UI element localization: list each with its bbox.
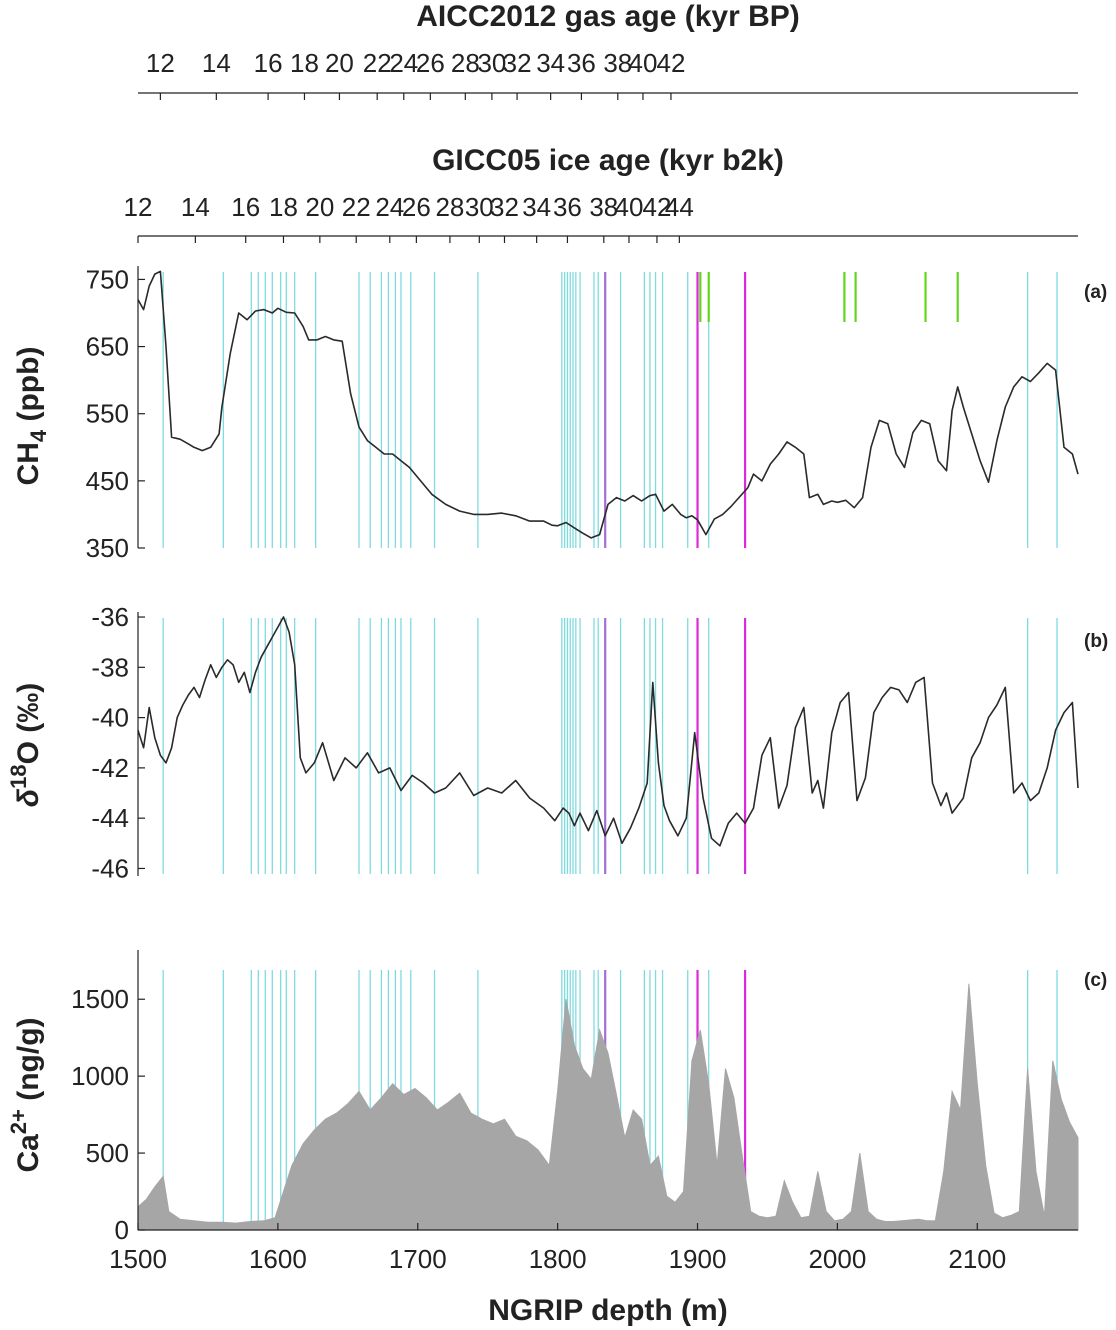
panel-a-ylabel: CH4 (ppb) bbox=[12, 347, 51, 486]
ch4-y-tick-label: 550 bbox=[86, 399, 129, 429]
panel-b-label: (b) bbox=[1084, 631, 1108, 652]
ice-age-tick-label: 34 bbox=[522, 192, 551, 222]
ice-age-tick-label: 24 bbox=[375, 192, 404, 222]
d18o-y-tick-label: -42 bbox=[91, 753, 129, 783]
panel-b-ylabel: δ18O (‰) bbox=[6, 683, 45, 807]
bottom-axis-depth-title: NGRIP depth (m) bbox=[488, 1294, 727, 1327]
depth-tick-label: 1500 bbox=[109, 1244, 167, 1274]
gas-age-tick-label: 30 bbox=[477, 48, 506, 78]
gas-age-tick-label: 14 bbox=[202, 48, 231, 78]
ice-age-tick-label: 12 bbox=[124, 192, 153, 222]
gas-age-tick-label: 24 bbox=[389, 48, 418, 78]
gas-age-tick-label: 36 bbox=[567, 48, 596, 78]
ice-age-tick-label: 14 bbox=[181, 192, 210, 222]
top-axis-ice-age-title: GICC05 ice age (kyr b2k) bbox=[432, 144, 784, 177]
ch4-y-tick-label: 450 bbox=[86, 466, 129, 496]
d18o-y-tick-label: -46 bbox=[91, 853, 129, 883]
gas-age-tick-label: 22 bbox=[363, 48, 392, 78]
panel-c-ylabel: Ca2+ (ng/g) bbox=[6, 1017, 45, 1172]
ch4-event-markers bbox=[162, 272, 1058, 548]
top-axis-ice-age: GICC05 ice age (kyr b2k) 12 14 16 18 20 22 242… bbox=[124, 144, 1078, 243]
d18o-y-tick-label: -36 bbox=[91, 602, 129, 632]
panel-a-methane: (a) CH4 (ppb) 750 650 550 450 350 bbox=[12, 264, 1107, 563]
ca-y-tick-label: 500 bbox=[86, 1138, 129, 1168]
d18o-y-tick-label: -40 bbox=[91, 703, 129, 733]
depth-tick-label: 1600 bbox=[249, 1244, 307, 1274]
gas-age-tick-label: 18 bbox=[290, 48, 319, 78]
panel-c-calcium: (c) Ca2+ (ng/g) 1500 1000 500 0 bbox=[6, 950, 1107, 1245]
ice-age-tick-label: 18 bbox=[269, 192, 298, 222]
ca-y-tick-label: 1500 bbox=[71, 984, 129, 1014]
ch4-y-tick-label: 350 bbox=[86, 533, 129, 563]
d18o-series-line bbox=[137, 616, 1079, 847]
depth-tick-label: 2100 bbox=[948, 1244, 1006, 1274]
ice-age-tick-label: 38 bbox=[589, 192, 618, 222]
panel-b-oxygen-isotope: (b) δ18O (‰) -36 -38 -40 -42 -44 -46 bbox=[6, 602, 1108, 883]
d18o-y-tick-label: -44 bbox=[91, 803, 129, 833]
ice-age-tick-label: 30 bbox=[465, 192, 494, 222]
ch4-y-tick-label: 750 bbox=[86, 264, 129, 294]
ice-age-tick-label: 36 bbox=[553, 192, 582, 222]
gas-age-tick-label: 26 bbox=[416, 48, 445, 78]
gas-age-tick-label: 34 bbox=[536, 48, 565, 78]
gas-age-tick-label: 40 bbox=[629, 48, 658, 78]
ca-y-tick-label: 0 bbox=[115, 1215, 129, 1245]
depth-tick-label: 1900 bbox=[669, 1244, 727, 1274]
depth-tick-label: 1700 bbox=[389, 1244, 447, 1274]
depth-tick-label: 2000 bbox=[808, 1244, 866, 1274]
gas-age-tick-label: 42 bbox=[656, 48, 685, 78]
gas-age-tick-label: 16 bbox=[254, 48, 283, 78]
gas-age-tick-label: 28 bbox=[451, 48, 480, 78]
gas-age-tick-label: 38 bbox=[603, 48, 632, 78]
ice-age-tick-label: 40 bbox=[615, 192, 644, 222]
d18o-y-tick-label: -38 bbox=[91, 652, 129, 682]
panel-a-label: (a) bbox=[1084, 282, 1107, 303]
gas-age-tick-label: 32 bbox=[503, 48, 532, 78]
bottom-axis-depth: NGRIP depth (m) 1500 1600 1700 1800 1900 2000… bbox=[109, 1223, 1078, 1327]
ice-age-tick-label: 16 bbox=[231, 192, 260, 222]
gas-age-tick-label: 20 bbox=[325, 48, 354, 78]
gas-age-tick-label: 12 bbox=[146, 48, 175, 78]
top-axis-gas-age-title: AICC2012 gas age (kyr BP) bbox=[416, 0, 800, 33]
ch4-series-line bbox=[137, 270, 1079, 539]
ice-age-tick-label: 26 bbox=[402, 192, 431, 222]
ch4-y-tick-label: 650 bbox=[86, 332, 129, 362]
ca-series-area bbox=[137, 983, 1079, 1231]
d18o-event-markers bbox=[162, 618, 1058, 874]
panel-c-label: (c) bbox=[1084, 970, 1107, 991]
ice-age-tick-label: 42 bbox=[642, 192, 671, 222]
ice-age-tick-label: 20 bbox=[305, 192, 334, 222]
ice-age-tick-label: 28 bbox=[435, 192, 464, 222]
top-axis-gas-age: AICC2012 gas age (kyr BP) 12 14 16 18 20 2224… bbox=[138, 0, 1078, 100]
ice-age-tick-label: 44 bbox=[665, 192, 694, 222]
depth-tick-label: 1800 bbox=[529, 1244, 587, 1274]
ice-age-tick-label: 22 bbox=[342, 192, 371, 222]
ice-age-tick-label: 32 bbox=[490, 192, 519, 222]
ca-y-tick-label: 1000 bbox=[71, 1061, 129, 1091]
